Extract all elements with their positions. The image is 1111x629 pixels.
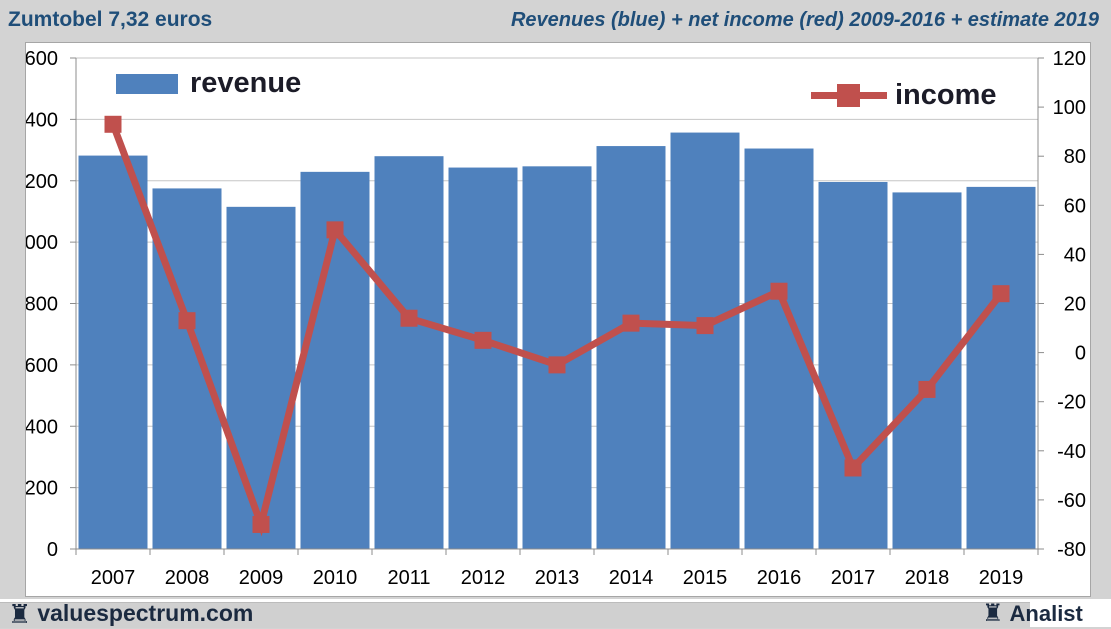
right-axis-label: -40 — [1057, 441, 1086, 463]
income-marker-2010 — [326, 221, 344, 239]
x-axis-label-2014: 2014 — [609, 567, 654, 589]
right-axis-label: -20 — [1057, 392, 1086, 414]
left-axis-label: 400 — [26, 416, 58, 438]
legend-revenue: revenue — [116, 69, 301, 98]
right-axis-label: -60 — [1057, 490, 1086, 512]
revenue-legend-swatch — [116, 73, 178, 94]
left-axis-label: 600 — [26, 355, 58, 377]
revenue-bar-2015 — [670, 132, 740, 549]
x-axis-label-2013: 2013 — [535, 567, 580, 589]
income-legend-marker — [811, 84, 887, 107]
income-marker-2019 — [992, 285, 1010, 303]
revenue-bar-2009 — [226, 206, 296, 549]
x-axis-label-2019: 2019 — [979, 567, 1024, 589]
revenue-bar-2011 — [374, 156, 444, 549]
brand-analist: ♜ Analist — [982, 601, 1083, 627]
right-axis-label: 120 — [1053, 48, 1086, 70]
brand-valuespectrum: ♜ valuespectrum.com — [8, 600, 253, 627]
revenue-bar-2018 — [892, 192, 962, 549]
x-axis-label-2016: 2016 — [757, 567, 802, 589]
x-axis-label-2009: 2009 — [239, 567, 284, 589]
revenue-bar-2017 — [818, 181, 888, 550]
revenue-bar-2012 — [448, 167, 518, 549]
chart-area: 1600140012001000800600400200012010080604… — [25, 42, 1091, 597]
legend-income: income — [811, 81, 997, 110]
left-axis-label: 1600 — [26, 48, 58, 70]
x-axis-label-2011: 2011 — [387, 567, 430, 589]
chart-title-left: Zumtobel 7,32 euros — [8, 8, 213, 31]
left-axis-label: 0 — [47, 539, 58, 561]
x-axis-label-2007: 2007 — [91, 567, 136, 589]
x-axis-label-2010: 2010 — [313, 567, 358, 589]
income-marker-2011 — [400, 309, 418, 327]
revenue-legend-label: revenue — [190, 67, 302, 99]
income-marker-2018 — [918, 380, 936, 398]
left-axis-label: 1200 — [26, 171, 58, 193]
left-axis-label: 800 — [26, 294, 58, 316]
income-marker-2012 — [474, 331, 492, 349]
left-axis-label: 1000 — [26, 232, 58, 254]
left-axis-label: 1400 — [26, 109, 58, 131]
right-axis-label: 100 — [1053, 97, 1086, 119]
x-axis-label-2018: 2018 — [905, 567, 950, 589]
right-axis-label: 40 — [1064, 244, 1086, 266]
x-axis-label-2012: 2012 — [461, 567, 506, 589]
chart-title-right: Revenues (blue) + net income (red) 2009-… — [510, 9, 1099, 31]
income-legend-square — [837, 84, 860, 107]
income-legend-label: income — [895, 79, 997, 111]
income-marker-2014 — [622, 314, 640, 332]
footer-bar — [0, 602, 1030, 628]
plot-svg: 1600140012001000800600400200012010080604… — [26, 48, 1086, 589]
rook-icon: ♜ — [982, 600, 1004, 627]
x-axis-label-2008: 2008 — [165, 567, 210, 589]
revenue-bar-2014 — [596, 146, 666, 549]
footer: ♜ valuespectrum.com ♜ Analist — [0, 599, 1111, 628]
income-marker-2009 — [252, 515, 270, 533]
x-axis-label-2017: 2017 — [831, 567, 876, 589]
brand-valuespectrum-label: valuespectrum.com — [37, 600, 254, 626]
right-axis-label: -80 — [1057, 539, 1086, 561]
right-axis-label: 80 — [1064, 146, 1086, 168]
right-axis-label: 0 — [1075, 343, 1086, 365]
income-marker-2017 — [844, 459, 862, 477]
income-marker-2008 — [178, 312, 196, 330]
revenue-bar-2008 — [152, 188, 222, 549]
right-axis-label: 20 — [1064, 294, 1086, 316]
income-marker-2016 — [770, 282, 788, 300]
income-marker-2013 — [548, 356, 566, 374]
left-axis-label: 200 — [26, 478, 58, 500]
revenue-bar-2019 — [966, 186, 1036, 549]
income-marker-2015 — [696, 317, 714, 335]
rook-icon: ♜ — [8, 598, 32, 629]
x-axis-label-2015: 2015 — [683, 567, 728, 589]
header: Zumtobel 7,32 euros Revenues (blue) + ne… — [0, 0, 1111, 40]
brand-analist-label: Analist — [1009, 601, 1083, 626]
right-axis-label: 60 — [1064, 195, 1086, 217]
revenue-bar-2007 — [78, 155, 148, 549]
income-marker-2007 — [104, 115, 122, 133]
